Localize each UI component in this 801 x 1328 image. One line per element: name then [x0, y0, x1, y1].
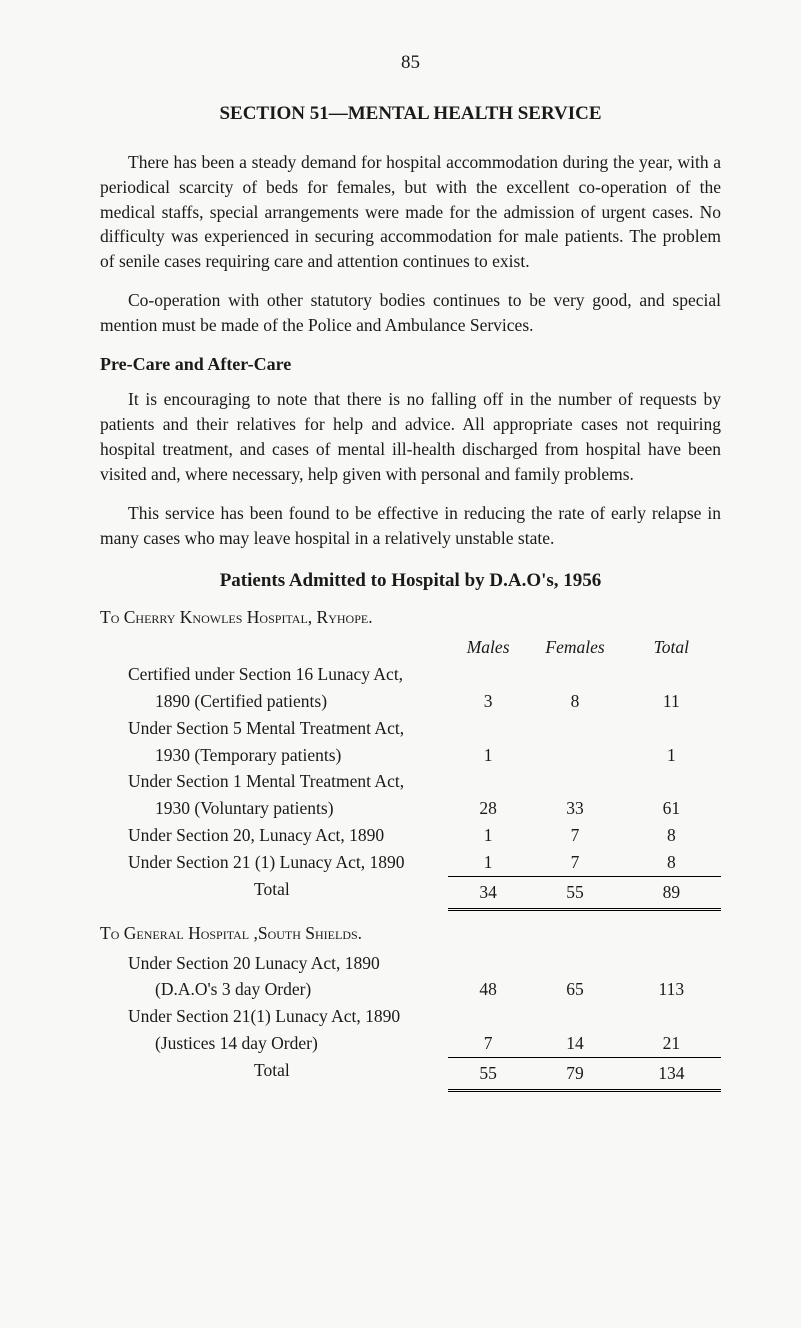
col-header-males: Males [448, 634, 529, 661]
subheading-precare: Pre-Care and After-Care [100, 352, 721, 378]
table-row: Certified under Section 16 Lunacy Act, [100, 661, 721, 688]
table-row: Under Section 20, Lunacy Act, 1890178 [100, 822, 721, 849]
table-row: 1890 (Certified patients)3811 [100, 688, 721, 715]
table-row: (D.A.O's 3 day Order)4865113 [100, 976, 721, 1003]
hospital-2-table: Under Section 20 Lunacy Act, 1890 (D.A.O… [100, 950, 721, 1092]
table-total-row: Total 34 55 89 [100, 876, 721, 909]
table-row: Under Section 21(1) Lunacy Act, 1890 [100, 1003, 721, 1030]
hospital-1-table: Males Females Total Certified under Sect… [100, 634, 721, 910]
paragraph-intro-2: Co-operation with other statutory bodies… [100, 288, 721, 338]
table-row: Under Section 21 (1) Lunacy Act, 1890178 [100, 849, 721, 876]
table-header-row: Males Females Total [100, 634, 721, 661]
col-header-total: Total [622, 634, 721, 661]
table-row: Under Section 5 Mental Treatment Act, [100, 715, 721, 742]
paragraph-intro-1: There has been a steady demand for hospi… [100, 150, 721, 274]
table-total-row: Total 55 79 134 [100, 1057, 721, 1090]
table-row: Under Section 1 Mental Treatment Act, [100, 768, 721, 795]
page-number: 85 [100, 50, 721, 77]
hospital-2-heading: To General Hospital ,South Shields. [100, 921, 721, 946]
hospital-prefix: To [100, 607, 124, 627]
table-row: Under Section 20 Lunacy Act, 1890 [100, 950, 721, 977]
hospital-1-heading: To Cherry Knowles Hospital, Ryhope. [100, 605, 721, 630]
hospital-prefix: To [100, 923, 124, 943]
table-row: (Justices 14 day Order)71421 [100, 1030, 721, 1057]
paragraph-precare-2: This service has been found to be effect… [100, 501, 721, 551]
hospital-1-name: Cherry Knowles Hospital, Ryhope. [124, 607, 373, 627]
table-title: Patients Admitted to Hospital by D.A.O's… [100, 568, 721, 595]
section-title: SECTION 51—MENTAL HEALTH SERVICE [100, 101, 721, 128]
table-row: 1930 (Voluntary patients)283361 [100, 795, 721, 822]
col-header-females: Females [528, 634, 621, 661]
hospital-2-name: General Hospital ,South Shields. [124, 923, 362, 943]
paragraph-precare-1: It is encouraging to note that there is … [100, 387, 721, 486]
table-row: 1930 (Temporary patients)11 [100, 742, 721, 769]
